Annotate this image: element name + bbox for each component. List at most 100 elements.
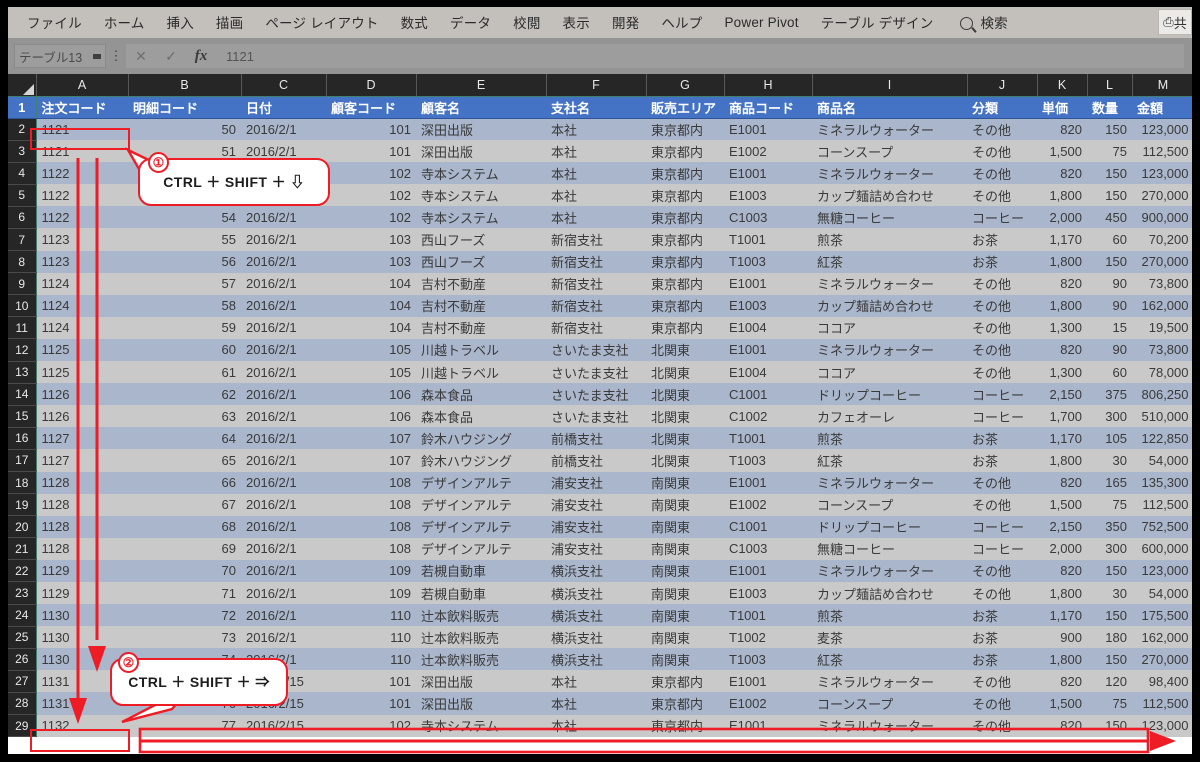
table-cell[interactable]: 1124: [35, 272, 128, 295]
table-cell[interactable]: 50: [128, 118, 241, 141]
table-cell[interactable]: 1128: [35, 515, 128, 538]
table-cell[interactable]: 北関東: [646, 449, 724, 472]
table-cell[interactable]: 51: [128, 140, 241, 163]
table-row[interactable]: 7 1123 55 2016/2/1 103 西山フーズ 新宿支社 東京都内 T1001 煎茶 お茶…: [8, 228, 1192, 252]
table-cell[interactable]: 78,000: [1132, 361, 1192, 384]
table-cell[interactable]: 前橋支社: [546, 449, 646, 472]
table-cell[interactable]: 1,700: [1037, 405, 1087, 428]
table-cell[interactable]: 806,250: [1132, 383, 1192, 406]
table-cell[interactable]: 南関東: [646, 559, 724, 582]
table-cell[interactable]: 270,000: [1132, 184, 1192, 207]
table-row[interactable]: 29 1132 77 2016/2/15 102 寺本システム 本社 東京都内 E1001 ミネラ…: [8, 714, 1192, 738]
table-cell[interactable]: 1122: [35, 162, 128, 185]
table-cell[interactable]: 1127: [35, 449, 128, 472]
table-cell[interactable]: お茶: [967, 427, 1037, 450]
ribbon-tab-developer[interactable]: 開発: [611, 16, 640, 31]
table-cell[interactable]: 2016/2/15: [241, 670, 326, 693]
table-cell[interactable]: 104: [326, 272, 416, 295]
ribbon-tab-table-design[interactable]: テーブル デザイン: [820, 16, 934, 31]
table-cell[interactable]: 森本食品: [416, 383, 546, 406]
table-header-cell[interactable]: 単価: [1037, 96, 1087, 119]
table-cell[interactable]: 900,000: [1132, 206, 1192, 229]
table-row[interactable]: 27 1131 75 2016/2/15 101 深田出版 本社 東京都内 E1001 ミネラルウ…: [8, 670, 1192, 693]
table-row[interactable]: 11 1124 59 2016/2/1 104 吉村不動産 新宿支社 東京都内 E1004 ココア…: [8, 316, 1192, 340]
column-header-b[interactable]: B: [128, 74, 242, 97]
table-cell[interactable]: 150: [1087, 162, 1132, 185]
table-cell[interactable]: E1001: [724, 714, 812, 737]
table-cell[interactable]: 1122: [35, 184, 128, 207]
table-cell[interactable]: 104: [326, 316, 416, 339]
table-cell[interactable]: 752,500: [1132, 515, 1192, 538]
table-cell[interactable]: 2016/2/1: [241, 559, 326, 582]
table-cell[interactable]: 108: [326, 537, 416, 560]
table-cell[interactable]: E1003: [724, 294, 812, 317]
table-cell[interactable]: 新宿支社: [546, 228, 646, 251]
table-cell[interactable]: 東京都内: [646, 714, 724, 737]
table-cell[interactable]: 横浜支社: [546, 648, 646, 671]
table-cell[interactable]: 深田出版: [416, 118, 546, 141]
table-cell[interactable]: 101: [326, 140, 416, 163]
table-cell[interactable]: 1,170: [1037, 228, 1087, 251]
table-cell[interactable]: 510,000: [1132, 405, 1192, 428]
column-header-j[interactable]: J: [967, 74, 1038, 97]
table-row[interactable]: 28 1131 76 2016/2/15 101 深田出版 本社 東京都内 E1002 コーンスー…: [8, 692, 1192, 716]
table-cell[interactable]: 若槻自動車: [416, 559, 546, 582]
table-cell[interactable]: その他: [967, 559, 1037, 582]
table-cell[interactable]: 56: [128, 250, 241, 273]
table-header-cell[interactable]: 注文コード: [35, 96, 128, 119]
table-cell[interactable]: さいたま支社: [546, 361, 646, 384]
table-cell[interactable]: 600,000: [1132, 537, 1192, 560]
table-cell[interactable]: 1122: [35, 206, 128, 229]
table-cell[interactable]: 150: [1087, 714, 1132, 737]
table-cell[interactable]: 東京都内: [646, 162, 724, 185]
table-cell[interactable]: 1128: [35, 537, 128, 560]
table-cell[interactable]: 2,150: [1037, 515, 1087, 538]
column-header-i[interactable]: I: [812, 74, 968, 97]
table-row[interactable]: 19 1128 67 2016/2/1 108 デザインアルテ 浦安支社 南関東 E1002 コー…: [8, 493, 1192, 517]
table-cell[interactable]: 77: [128, 714, 241, 737]
more-options-icon[interactable]: ⋮: [109, 48, 123, 63]
table-cell[interactable]: E1001: [724, 559, 812, 582]
table-header-cell[interactable]: 明細コード: [128, 96, 241, 119]
table-cell[interactable]: 2016/2/1: [241, 405, 326, 428]
table-cell[interactable]: 西山フーズ: [416, 228, 546, 251]
table-cell[interactable]: 19,500: [1132, 316, 1192, 339]
row-header[interactable]: 8: [8, 250, 37, 274]
table-row[interactable]: 23 1129 71 2016/2/1 109 若槻自動車 横浜支社 南関東 E1003 カップ麺…: [8, 581, 1192, 605]
table-cell[interactable]: 101: [326, 692, 416, 715]
row-header[interactable]: 9: [8, 272, 37, 296]
table-cell[interactable]: 1,170: [1037, 604, 1087, 627]
table-cell[interactable]: 横浜支社: [546, 559, 646, 582]
table-cell[interactable]: ミネラルウォーター: [812, 162, 967, 185]
table-cell[interactable]: 寺本システム: [416, 714, 546, 737]
table-row[interactable]: 6 1122 54 2016/2/1 102 寺本システム 本社 東京都内 C1003 無糖コーヒ…: [8, 206, 1192, 229]
table-cell[interactable]: 270,000: [1132, 648, 1192, 671]
row-header[interactable]: 11: [8, 316, 37, 340]
table-cell[interactable]: 150: [1087, 118, 1132, 141]
column-header-m[interactable]: M: [1132, 74, 1192, 97]
name-box[interactable]: テーブル13: [14, 44, 106, 68]
row-header[interactable]: 14: [8, 383, 37, 406]
row-header[interactable]: 19: [8, 493, 37, 517]
table-row[interactable]: 2 1121 50 2016/2/1 101 深田出版 本社 東京都内 E1001 ミネラルウォー…: [8, 118, 1192, 141]
table-cell[interactable]: 2016/2/1: [241, 338, 326, 362]
table-cell[interactable]: 2016/2/1: [241, 493, 326, 516]
table-cell[interactable]: 本社: [546, 140, 646, 163]
column-header-g[interactable]: G: [646, 74, 725, 97]
row-header[interactable]: 26: [8, 648, 37, 671]
table-cell[interactable]: その他: [967, 670, 1037, 693]
table-cell[interactable]: 2016/2/1: [241, 140, 326, 163]
table-cell[interactable]: 1123: [35, 250, 128, 273]
ribbon-tab-view[interactable]: 表示: [562, 16, 590, 31]
table-cell[interactable]: 2016/2/1: [241, 449, 326, 472]
table-cell[interactable]: 1124: [35, 294, 128, 317]
table-cell[interactable]: 58: [128, 294, 241, 317]
table-cell[interactable]: 108: [326, 493, 416, 516]
table-cell[interactable]: ミネラルウォーター: [812, 471, 967, 494]
table-cell[interactable]: 60: [1087, 361, 1132, 384]
table-cell[interactable]: 107: [326, 427, 416, 450]
table-cell[interactable]: 若槻自動車: [416, 581, 546, 605]
table-header-cell[interactable]: 日付: [241, 96, 326, 119]
table-cell[interactable]: 浦安支社: [546, 515, 646, 538]
table-cell[interactable]: ココア: [812, 316, 967, 339]
